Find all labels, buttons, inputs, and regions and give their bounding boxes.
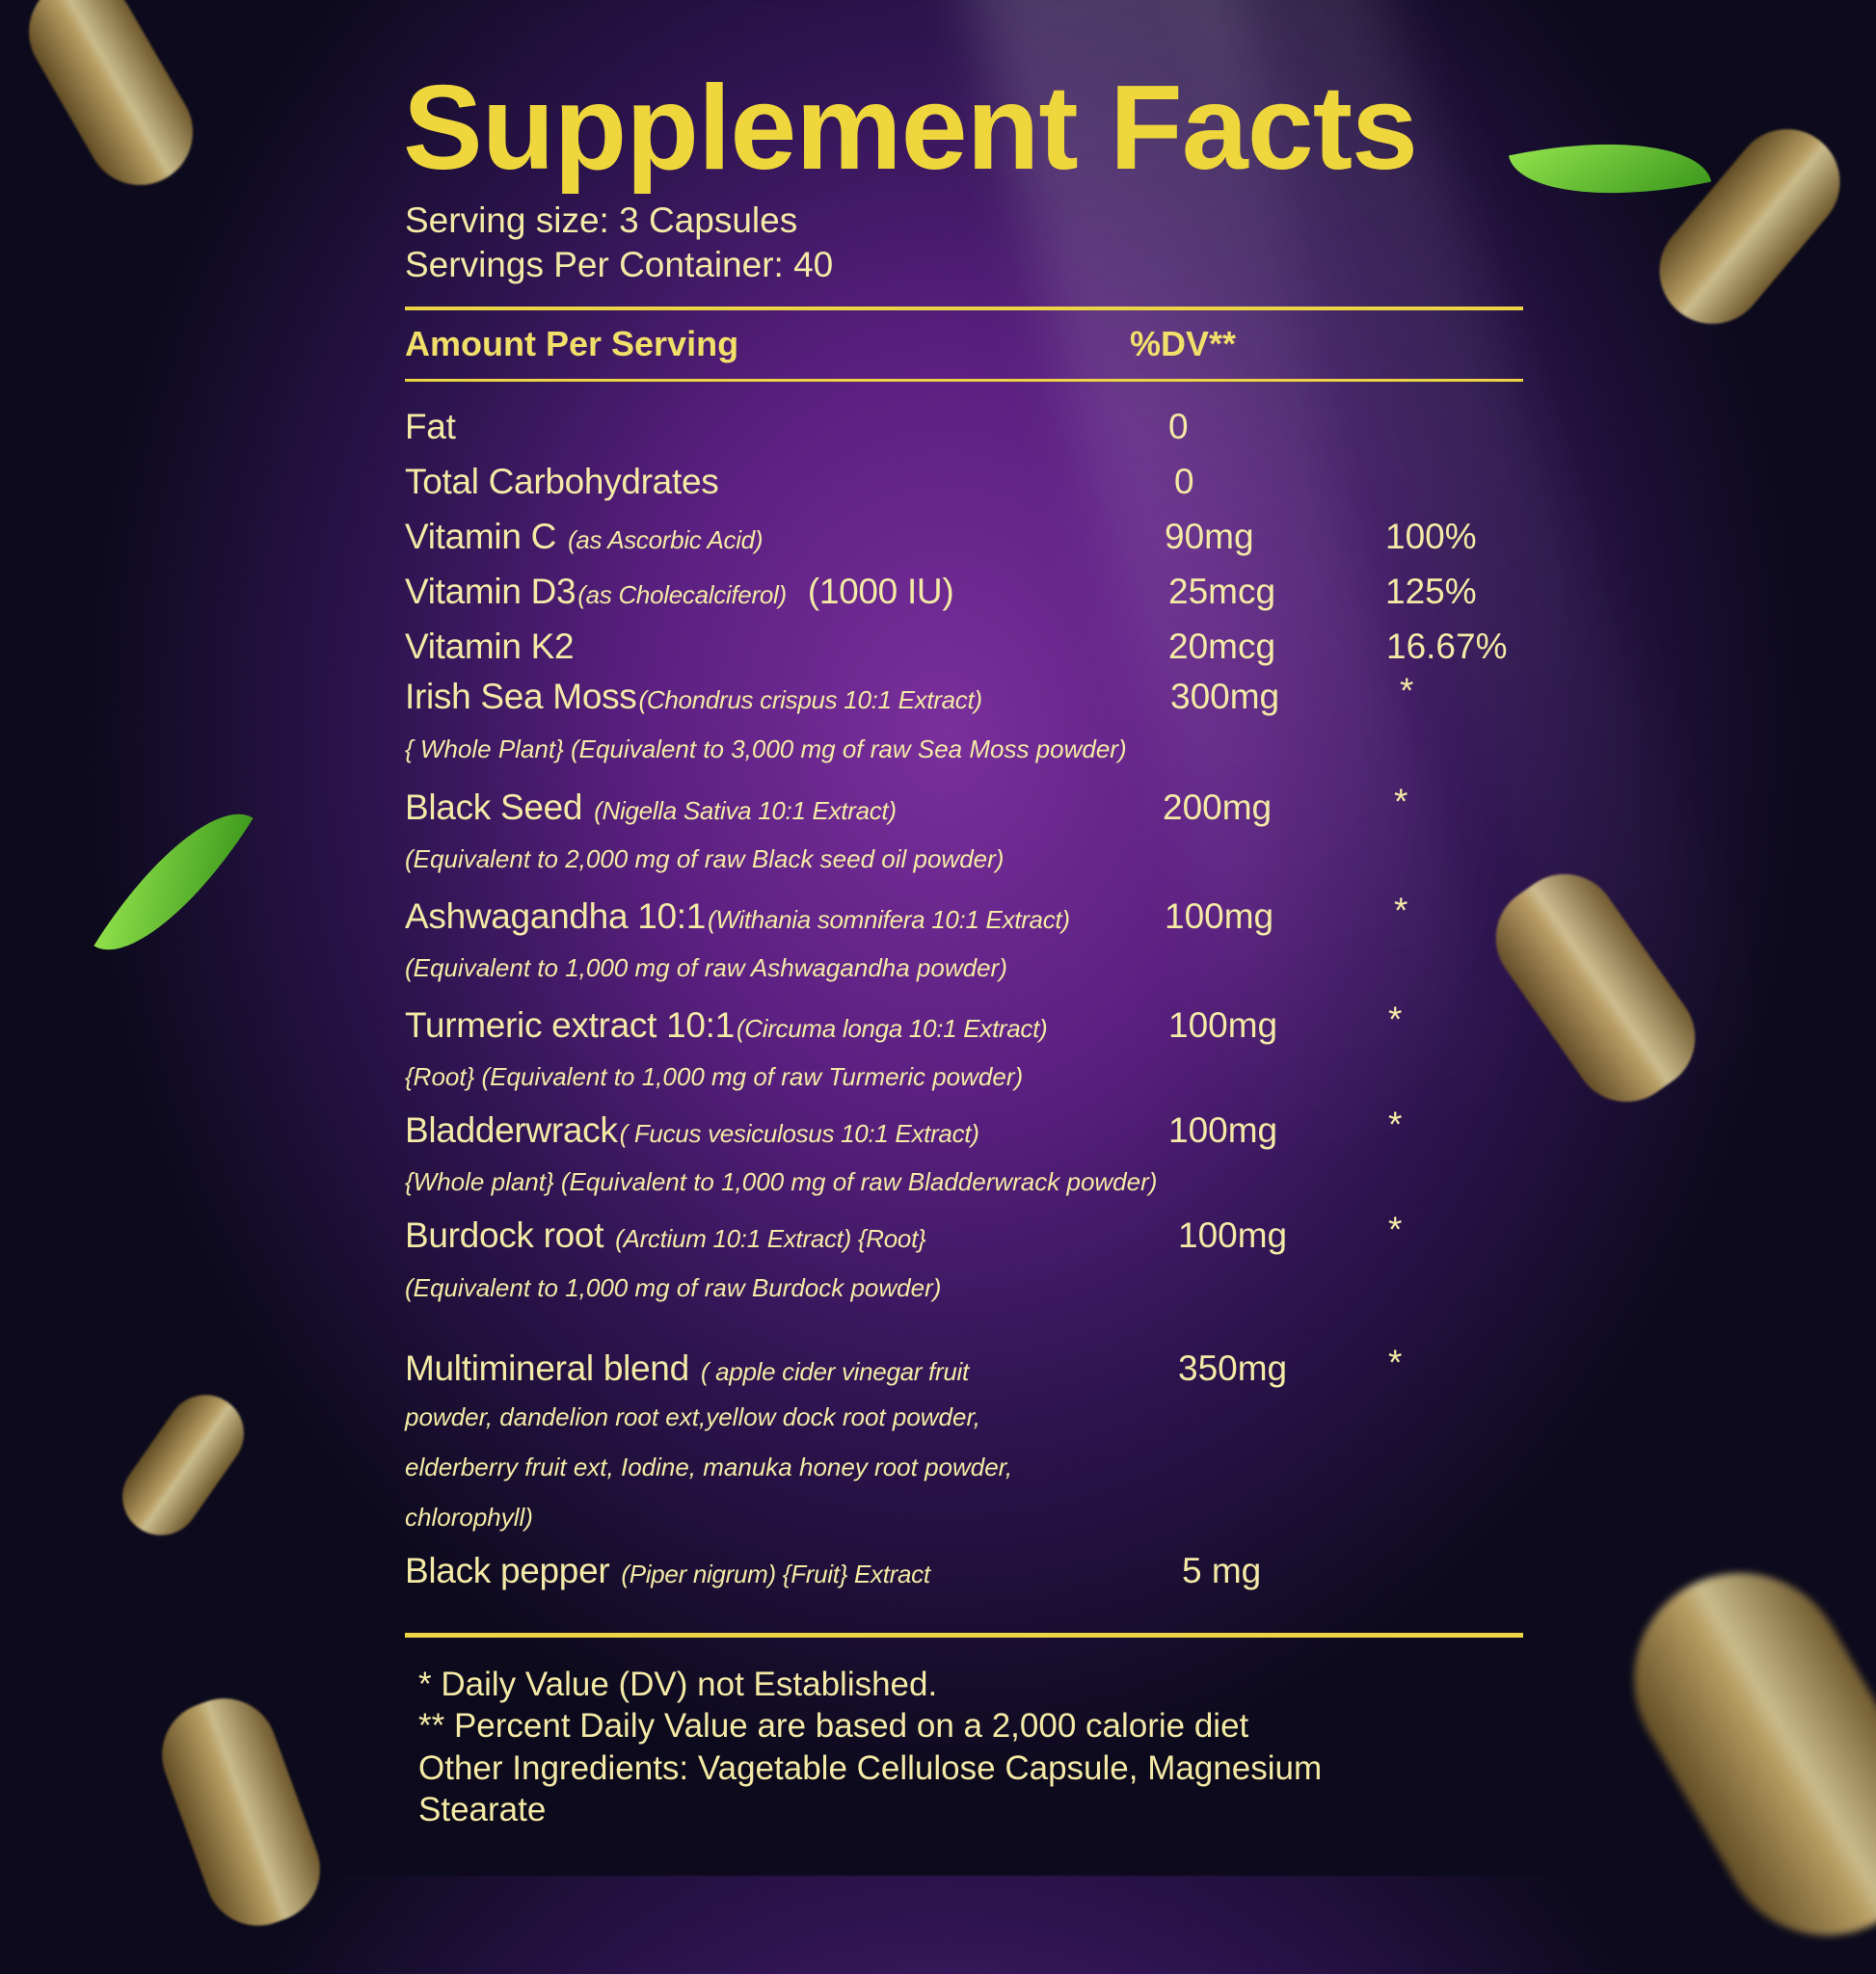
dv-value: * [1400,671,1414,710]
dv-value: * [1388,1210,1403,1249]
nutrient-extra: (1000 IU) [807,572,954,611]
nutrient-row: Bladderwrack( Fucus vesiculosus 10:1 Ext… [405,1110,979,1151]
nutrient-equivalent: (Equivalent to 2,000 mg of raw Black see… [405,844,1005,873]
amount-value: 350mg [1178,1348,1288,1388]
nutrient-name: Irish Sea Moss [405,677,637,716]
nutrient-row: Irish Sea Moss(Chondrus crispus 10:1 Ext… [405,677,982,717]
nutrient-detail: ( Fucus vesiculosus 10:1 Extract) [619,1119,979,1148]
dv-value: * [1394,891,1408,930]
nutrient-name: Total Carbohydrates [405,462,719,501]
nutrient-name: Vitamin K2 [405,627,575,666]
capsule-image [107,1379,259,1551]
nutrient-name: Black Seed [405,787,583,827]
capsule-image [1595,1534,1876,1974]
nutrient-name: Black pepper [405,1551,610,1590]
amount-value: 90mg [1165,517,1254,556]
amount-value: 100mg [1165,896,1274,936]
capsule-image [9,0,213,205]
nutrient-name: Bladderwrack [405,1110,618,1150]
nutrient-detail: (Chondrus crispus 10:1 Extract) [638,685,983,714]
nutrient-row: Turmeric extract 10:1(Circuma longa 10:1… [405,1005,1048,1046]
dv-value: * [1388,1343,1403,1382]
header-dv: %DV** [1130,324,1237,363]
nutrient-name: Ashwagandha 10:1 [405,896,707,936]
divider [405,379,1523,382]
nutrient-row: Burdock root (Arctium 10:1 Extract) {Root… [405,1215,926,1256]
amount-value: 200mg [1163,787,1273,827]
divider [405,307,1523,310]
nutrient-row: Vitamin K2 [405,627,575,667]
dv-value: * [1394,782,1408,821]
amount-value: 100mg [1178,1215,1288,1255]
nutrient-equivalent: {Root} (Equivalent to 1,000 mg of raw Tu… [405,1062,1024,1091]
nutrient-row: Total Carbohydrates [405,462,719,502]
dv-value: * [1388,1105,1403,1144]
servings-per-container: Servings Per Container: 40 [405,245,834,284]
nutrient-equivalent: (Equivalent to 1,000 mg of raw Burdock p… [405,1273,942,1302]
leaf-image [94,782,254,982]
footnote: ** Percent Daily Value are based on a 2,… [418,1707,1249,1745]
nutrient-name: Vitamin C [405,517,557,556]
leaf-image [1508,115,1712,223]
capsule-image [147,1683,335,1941]
amount-value: 0 [1168,407,1189,446]
nutrient-row: Vitamin C (as Ascorbic Acid) [405,517,763,557]
nutrient-name: Multimineral blend [405,1348,689,1388]
nutrient-detail: ( apple cider vinegar fruit [700,1357,969,1386]
nutrient-detail: (Nigella Sativa 10:1 Extract) [594,796,897,825]
divider [405,1633,1523,1638]
nutrient-equivalent: (Equivalent to 1,000 mg of raw Ashwagand… [405,953,1007,982]
nutrient-detail-line: elderberry fruit ext, Iodine, manuka hon… [405,1453,1013,1481]
nutrient-row: Vitamin D3(as Cholecalciferol) (1000 IU) [405,572,954,612]
amount-value: 25mcg [1168,572,1276,611]
amount-value: 20mcg [1168,627,1276,666]
nutrient-name: Fat [405,407,456,446]
nutrient-detail-line: chlorophyll) [405,1503,533,1532]
nutrient-name: Vitamin D3 [405,572,576,611]
serving-size: Serving size: 3 Capsules [405,200,798,240]
dv-value: 16.67% [1386,627,1508,666]
amount-value: 100mg [1168,1005,1278,1045]
capsule-image [1637,107,1863,346]
amount-value: 300mg [1170,677,1280,716]
amount-value: 0 [1174,462,1194,501]
nutrient-row: Multimineral blend ( apple cider vinegar … [405,1348,969,1389]
nutrient-row: Black Seed (Nigella Sativa 10:1 Extract) [405,787,897,828]
nutrient-detail: (Arctium 10:1 Extract) {Root} [615,1224,926,1253]
nutrient-detail-line: powder, dandelion root ext,yellow dock r… [405,1402,980,1431]
nutrient-row: Black pepper (Piper nigrum) {Fruit} Extra… [405,1551,930,1591]
footnote: * Daily Value (DV) not Established. [418,1666,938,1703]
nutrient-detail: (as Ascorbic Acid) [568,525,764,554]
nutrient-equivalent: { Whole Plant} (Equivalent to 3,000 mg o… [405,734,1127,763]
header-amount: Amount Per Serving [405,324,739,363]
nutrient-detail: (as Cholecalciferol) [577,580,787,609]
page-title: Supplement Facts [403,62,1418,195]
nutrient-row: Fat [405,407,456,447]
nutrient-name: Turmeric extract 10:1 [405,1005,735,1045]
other-ingredients: Other Ingredients: Vagetable Cellulose C… [418,1749,1323,1787]
nutrient-detail: (Piper nigrum) {Fruit} Extract [621,1560,930,1588]
other-ingredients: Stearate [418,1791,547,1828]
nutrient-row: Ashwagandha 10:1(Withania somnifera 10:1… [405,896,1070,937]
dv-value: * [1388,1000,1403,1039]
dv-value: 100% [1385,517,1477,556]
amount-value: 5 mg [1182,1551,1262,1590]
nutrient-detail: (Circuma longa 10:1 Extract) [736,1014,1048,1043]
nutrient-name: Burdock root [405,1215,604,1255]
dv-value: 125% [1385,572,1477,611]
nutrient-equivalent: {Whole plant} (Equivalent to 1,000 mg of… [405,1167,1158,1196]
nutrient-detail: (Withania somnifera 10:1 Extract) [708,905,1070,934]
amount-value: 100mg [1168,1110,1278,1150]
